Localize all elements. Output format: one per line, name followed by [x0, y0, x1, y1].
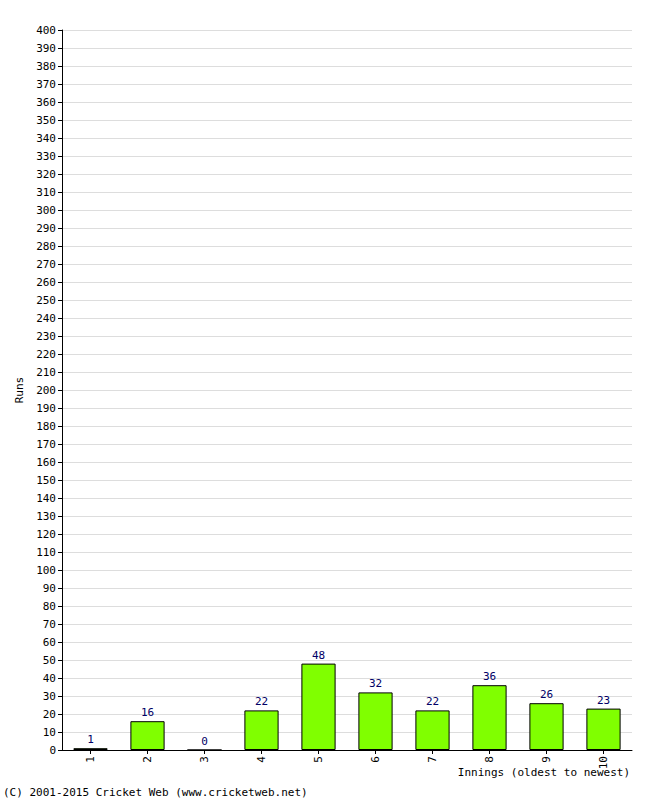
svg-text:360: 360: [36, 96, 56, 109]
svg-text:10: 10: [43, 726, 56, 739]
svg-text:270: 270: [36, 258, 56, 271]
svg-text:Runs: Runs: [13, 377, 26, 404]
svg-text:26: 26: [540, 688, 553, 701]
svg-text:48: 48: [312, 649, 325, 662]
svg-text:200: 200: [36, 384, 56, 397]
svg-text:10: 10: [597, 756, 610, 769]
svg-text:350: 350: [36, 114, 56, 127]
svg-text:220: 220: [36, 348, 56, 361]
svg-text:100: 100: [36, 564, 56, 577]
svg-text:390: 390: [36, 42, 56, 55]
svg-text:290: 290: [36, 222, 56, 235]
svg-text:22: 22: [255, 695, 268, 708]
svg-text:170: 170: [36, 438, 56, 451]
svg-text:130: 130: [36, 510, 56, 523]
svg-text:280: 280: [36, 240, 56, 253]
svg-text:180: 180: [36, 420, 56, 433]
svg-text:310: 310: [36, 186, 56, 199]
svg-text:8: 8: [483, 756, 496, 763]
svg-text:16: 16: [141, 706, 154, 719]
svg-text:6: 6: [369, 756, 382, 763]
svg-text:380: 380: [36, 60, 56, 73]
svg-text:230: 230: [36, 330, 56, 343]
svg-text:0: 0: [49, 744, 56, 757]
svg-text:70: 70: [43, 618, 56, 631]
svg-text:210: 210: [36, 366, 56, 379]
svg-text:190: 190: [36, 402, 56, 415]
svg-text:40: 40: [43, 672, 56, 685]
svg-text:330: 330: [36, 150, 56, 163]
svg-text:9: 9: [540, 756, 553, 763]
svg-text:3: 3: [198, 756, 211, 763]
svg-text:260: 260: [36, 276, 56, 289]
svg-text:370: 370: [36, 78, 56, 91]
svg-text:23: 23: [597, 694, 610, 707]
svg-text:0: 0: [201, 735, 208, 748]
svg-text:32: 32: [369, 677, 382, 690]
svg-text:30: 30: [43, 690, 56, 703]
svg-text:1: 1: [87, 733, 94, 746]
svg-text:80: 80: [43, 600, 56, 613]
svg-text:7: 7: [426, 756, 439, 763]
svg-text:160: 160: [36, 456, 56, 469]
svg-text:250: 250: [36, 294, 56, 307]
svg-text:22: 22: [426, 695, 439, 708]
svg-text:150: 150: [36, 474, 56, 487]
svg-text:20: 20: [43, 708, 56, 721]
svg-text:240: 240: [36, 312, 56, 325]
svg-text:1: 1: [84, 756, 97, 763]
svg-text:5: 5: [312, 756, 325, 763]
svg-text:2: 2: [141, 756, 154, 763]
svg-text:300: 300: [36, 204, 56, 217]
svg-text:(C) 2001-2015 Cricket Web (www: (C) 2001-2015 Cricket Web (www.cricketwe…: [3, 786, 308, 799]
svg-text:90: 90: [43, 582, 56, 595]
svg-text:320: 320: [36, 168, 56, 181]
svg-text:400: 400: [36, 24, 56, 37]
svg-text:4: 4: [255, 756, 268, 763]
svg-text:120: 120: [36, 528, 56, 541]
svg-text:50: 50: [43, 654, 56, 667]
svg-text:340: 340: [36, 132, 56, 145]
svg-text:110: 110: [36, 546, 56, 559]
svg-text:60: 60: [43, 636, 56, 649]
svg-text:140: 140: [36, 492, 56, 505]
svg-text:36: 36: [483, 670, 496, 683]
svg-text:Innings (oldest to newest): Innings (oldest to newest): [457, 766, 630, 779]
